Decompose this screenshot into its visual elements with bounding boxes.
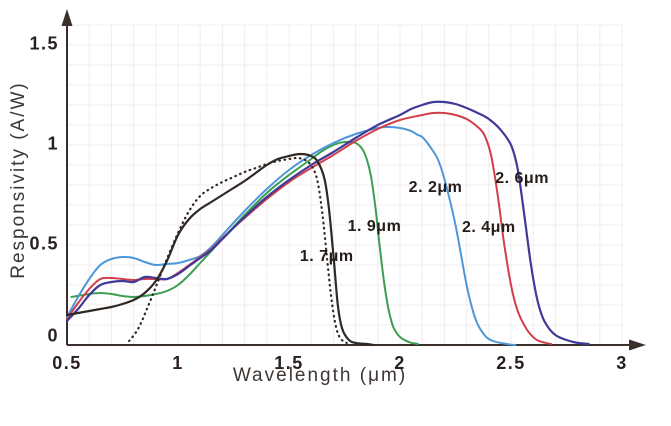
curve-1-7um [65, 152, 375, 347]
curve-2-6um [65, 100, 590, 346]
y-tick-label-0.5: 0.5 [29, 233, 59, 254]
y-axis-title: Responsivity (A/W) [8, 81, 29, 279]
x-axis-arrow-icon [629, 339, 646, 351]
curve-label-1-7um: 1. 7μm [299, 248, 354, 265]
x-tick-label-1: 1 [172, 353, 184, 373]
curve-2-2um [66, 125, 517, 346]
x-tick-label-3: 3 [616, 353, 628, 373]
x-tick-label-1.5: 1.5 [274, 353, 304, 373]
curve-label-2-6um: 2. 6μm [495, 170, 549, 187]
y-tick-label-0: 0 [47, 325, 59, 346]
curve-label-2-2um: 2. 2μm [408, 179, 463, 196]
x-tick-label-2: 2 [394, 353, 406, 373]
curve-label-2-4um: 2. 4μm [461, 219, 516, 236]
x-axis-title: Wavelength (μm) [232, 365, 408, 386]
y-tick-label-1: 1 [47, 133, 59, 154]
x-tick-label-0.5: 0.5 [52, 353, 82, 373]
y-tick-label-1.5: 1.5 [29, 33, 59, 54]
x-tick-label-2.5: 2.5 [496, 353, 526, 373]
curve-label-1-9um: 1. 9μm [347, 218, 402, 235]
y-axis-arrow-icon [61, 9, 73, 26]
